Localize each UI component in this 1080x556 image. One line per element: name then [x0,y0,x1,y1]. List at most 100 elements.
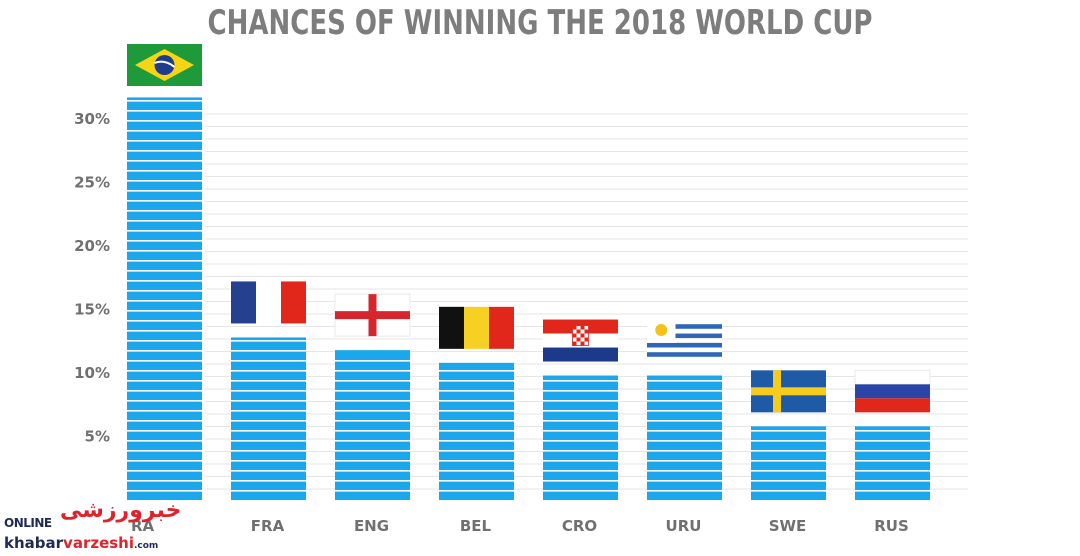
bar-stripe [543,400,618,402]
bar-fill [127,97,202,500]
bar-cro [543,375,618,500]
bar-stripe [127,220,202,222]
bar-fill [231,337,306,500]
bar-stripe [543,420,618,422]
bar-stripe [543,470,618,472]
bar-stripe [335,390,410,392]
bar-stripe [127,130,202,132]
y-tick-label: 25% [74,174,110,192]
bar-stripe [543,450,618,452]
watermark-domain-b: varzeshi [63,534,134,552]
bar-stripe [647,390,722,392]
bar-stripe [439,450,514,452]
bar-fill [543,375,618,500]
bar-stripe [647,470,722,472]
category-label: SWE [769,517,807,535]
bar-stripe [439,400,514,402]
bar-stripe [127,250,202,252]
bar-fill [647,375,722,500]
bar-stripe [127,290,202,292]
bar-stripe [439,430,514,432]
france-flag [231,281,306,324]
watermark-logo: ONLINE خبرورزشی khabarvarzeshi.com [2,496,181,554]
bar-stripe [647,430,722,432]
y-tick-label: 30% [74,110,110,128]
bar-stripe [439,390,514,392]
bar-stripe [751,430,826,432]
bar-stripe [127,280,202,282]
bar-stripe [127,350,202,352]
bar-bel [439,362,514,500]
bar-stripe [231,470,306,472]
bar-stripe [231,430,306,432]
russia-flag [854,369,931,413]
bar-stripe [543,390,618,392]
bar-stripe [335,410,410,412]
bar-stripe [127,360,202,362]
bar-stripe [231,450,306,452]
bar-stripe [231,490,306,492]
bar-stripe [335,490,410,492]
bar-stripe [647,420,722,422]
bar-stripe [335,450,410,452]
bar-stripe [231,400,306,402]
bar-stripe [439,460,514,462]
bar-stripe [127,120,202,122]
bar-stripe [647,440,722,442]
bar-stripe [855,430,930,432]
bar-bra [127,97,202,500]
bar-stripe [127,200,202,202]
bar-stripe [231,420,306,422]
bar-stripe [127,410,202,412]
bar-uru [647,375,722,500]
bar-stripe [127,110,202,112]
bar-stripe [439,470,514,472]
bar-stripe [127,190,202,192]
y-tick-label: 5% [85,428,110,446]
bar-stripe [127,400,202,402]
bar-stripe [231,380,306,382]
bar-stripe [127,180,202,182]
bars [127,97,930,500]
bar-stripe [231,350,306,352]
category-label: FRA [251,517,285,535]
bar-stripe [439,420,514,422]
bar-stripe [335,480,410,482]
bar-stripe [127,470,202,472]
bar-stripe [855,470,930,472]
watermark-domain-c: .com [134,541,159,551]
bar-stripe [439,440,514,442]
category-labels: RA FRA ENG BEL CRO URU SWE RUS [131,517,909,535]
bar-eng [335,350,410,500]
category-label: ENG [354,517,389,535]
chart-title: CHANCES OF WINNING THE 2018 WORLD CUP [208,3,873,43]
bar-stripe [647,380,722,382]
bar-stripe [127,140,202,142]
bar-stripe [127,270,202,272]
bar-stripe [127,480,202,482]
bar-stripe [543,490,618,492]
bar-stripe [127,370,202,372]
bar-swe [751,426,826,500]
bar-stripe [751,460,826,462]
flags [127,44,931,413]
bar-stripe [647,410,722,412]
bar-fill [335,350,410,500]
bar-stripe [751,450,826,452]
bar-stripe [127,100,202,102]
bar-stripe [543,410,618,412]
bar-stripe [543,460,618,462]
category-label: BEL [460,517,492,535]
category-label: URU [666,517,702,535]
bar-stripe [335,360,410,362]
bar-stripe [127,210,202,212]
england-flag [334,293,411,337]
bar-stripe [855,450,930,452]
bar-rus [855,426,930,500]
bar-stripe [439,380,514,382]
bar-stripe [127,320,202,322]
bar-stripe [543,380,618,382]
uruguay-flag [647,319,722,362]
bar-stripe [439,480,514,482]
